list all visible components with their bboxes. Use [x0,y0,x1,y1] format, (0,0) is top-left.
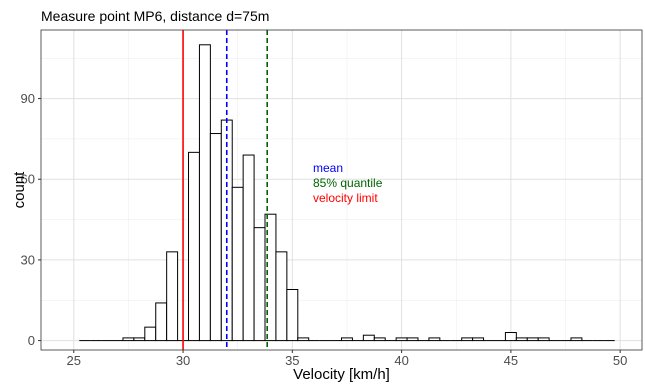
histogram-bar [286,288,299,342]
histogram-bar [395,337,408,342]
x-tick-label: 25 [67,353,81,368]
reference-lines [182,30,268,350]
x-axis-title: Velocity [km/h] [293,366,390,383]
histogram-bar [362,334,375,342]
x-tick-label: 40 [394,353,408,368]
histogram-bar [188,151,200,342]
annotation-85-quantile: 85% quantile [313,176,383,190]
x-tick-label: 50 [613,353,627,368]
x-tick-label: 30 [176,353,190,368]
chart-title: Measure point MP6, distance d=75m [41,8,269,24]
histogram-bar [144,326,157,342]
y-tick-label: 90 [21,91,35,106]
y-tick-label: 30 [21,252,35,267]
histogram-bar [537,337,550,342]
panel-border [40,29,643,351]
histogram-bar [373,337,386,342]
histogram-bar [209,133,222,342]
y-tick-label: 0 [28,333,35,348]
y-axis-title: count [11,171,28,209]
histogram-bar [242,154,255,342]
histogram-bar [428,337,441,342]
histogram-bar [297,337,310,342]
histogram-bar [275,251,288,342]
histogram-bar [231,186,244,342]
annotation-velocity-limit: velocity limit [313,191,378,205]
histogram-bar [253,227,266,342]
x-tick-label: 45 [504,353,518,368]
axis-ticks: 25 30 35 40 45 50 0 30 60 90 [21,91,628,368]
y-tick-label: 60 [21,172,35,187]
histogram-bar [515,337,528,342]
annotations: mean 85% quantile velocity limit [313,161,383,205]
histogram-bar [504,332,517,342]
histogram-bar [341,337,353,342]
histogram-bar [406,337,419,342]
histogram-bar [166,251,179,342]
histogram-bar [472,337,485,342]
histogram-bar [133,337,146,342]
histogram-bar [122,337,135,342]
x-tick-label: 35 [285,353,299,368]
annotation-mean: mean [313,161,343,175]
grid [41,30,642,350]
histogram-bar [570,337,583,342]
histogram-bar [198,44,211,342]
histogram-bar [526,337,539,342]
histogram-bar [155,302,168,342]
histogram-bar [461,337,474,342]
